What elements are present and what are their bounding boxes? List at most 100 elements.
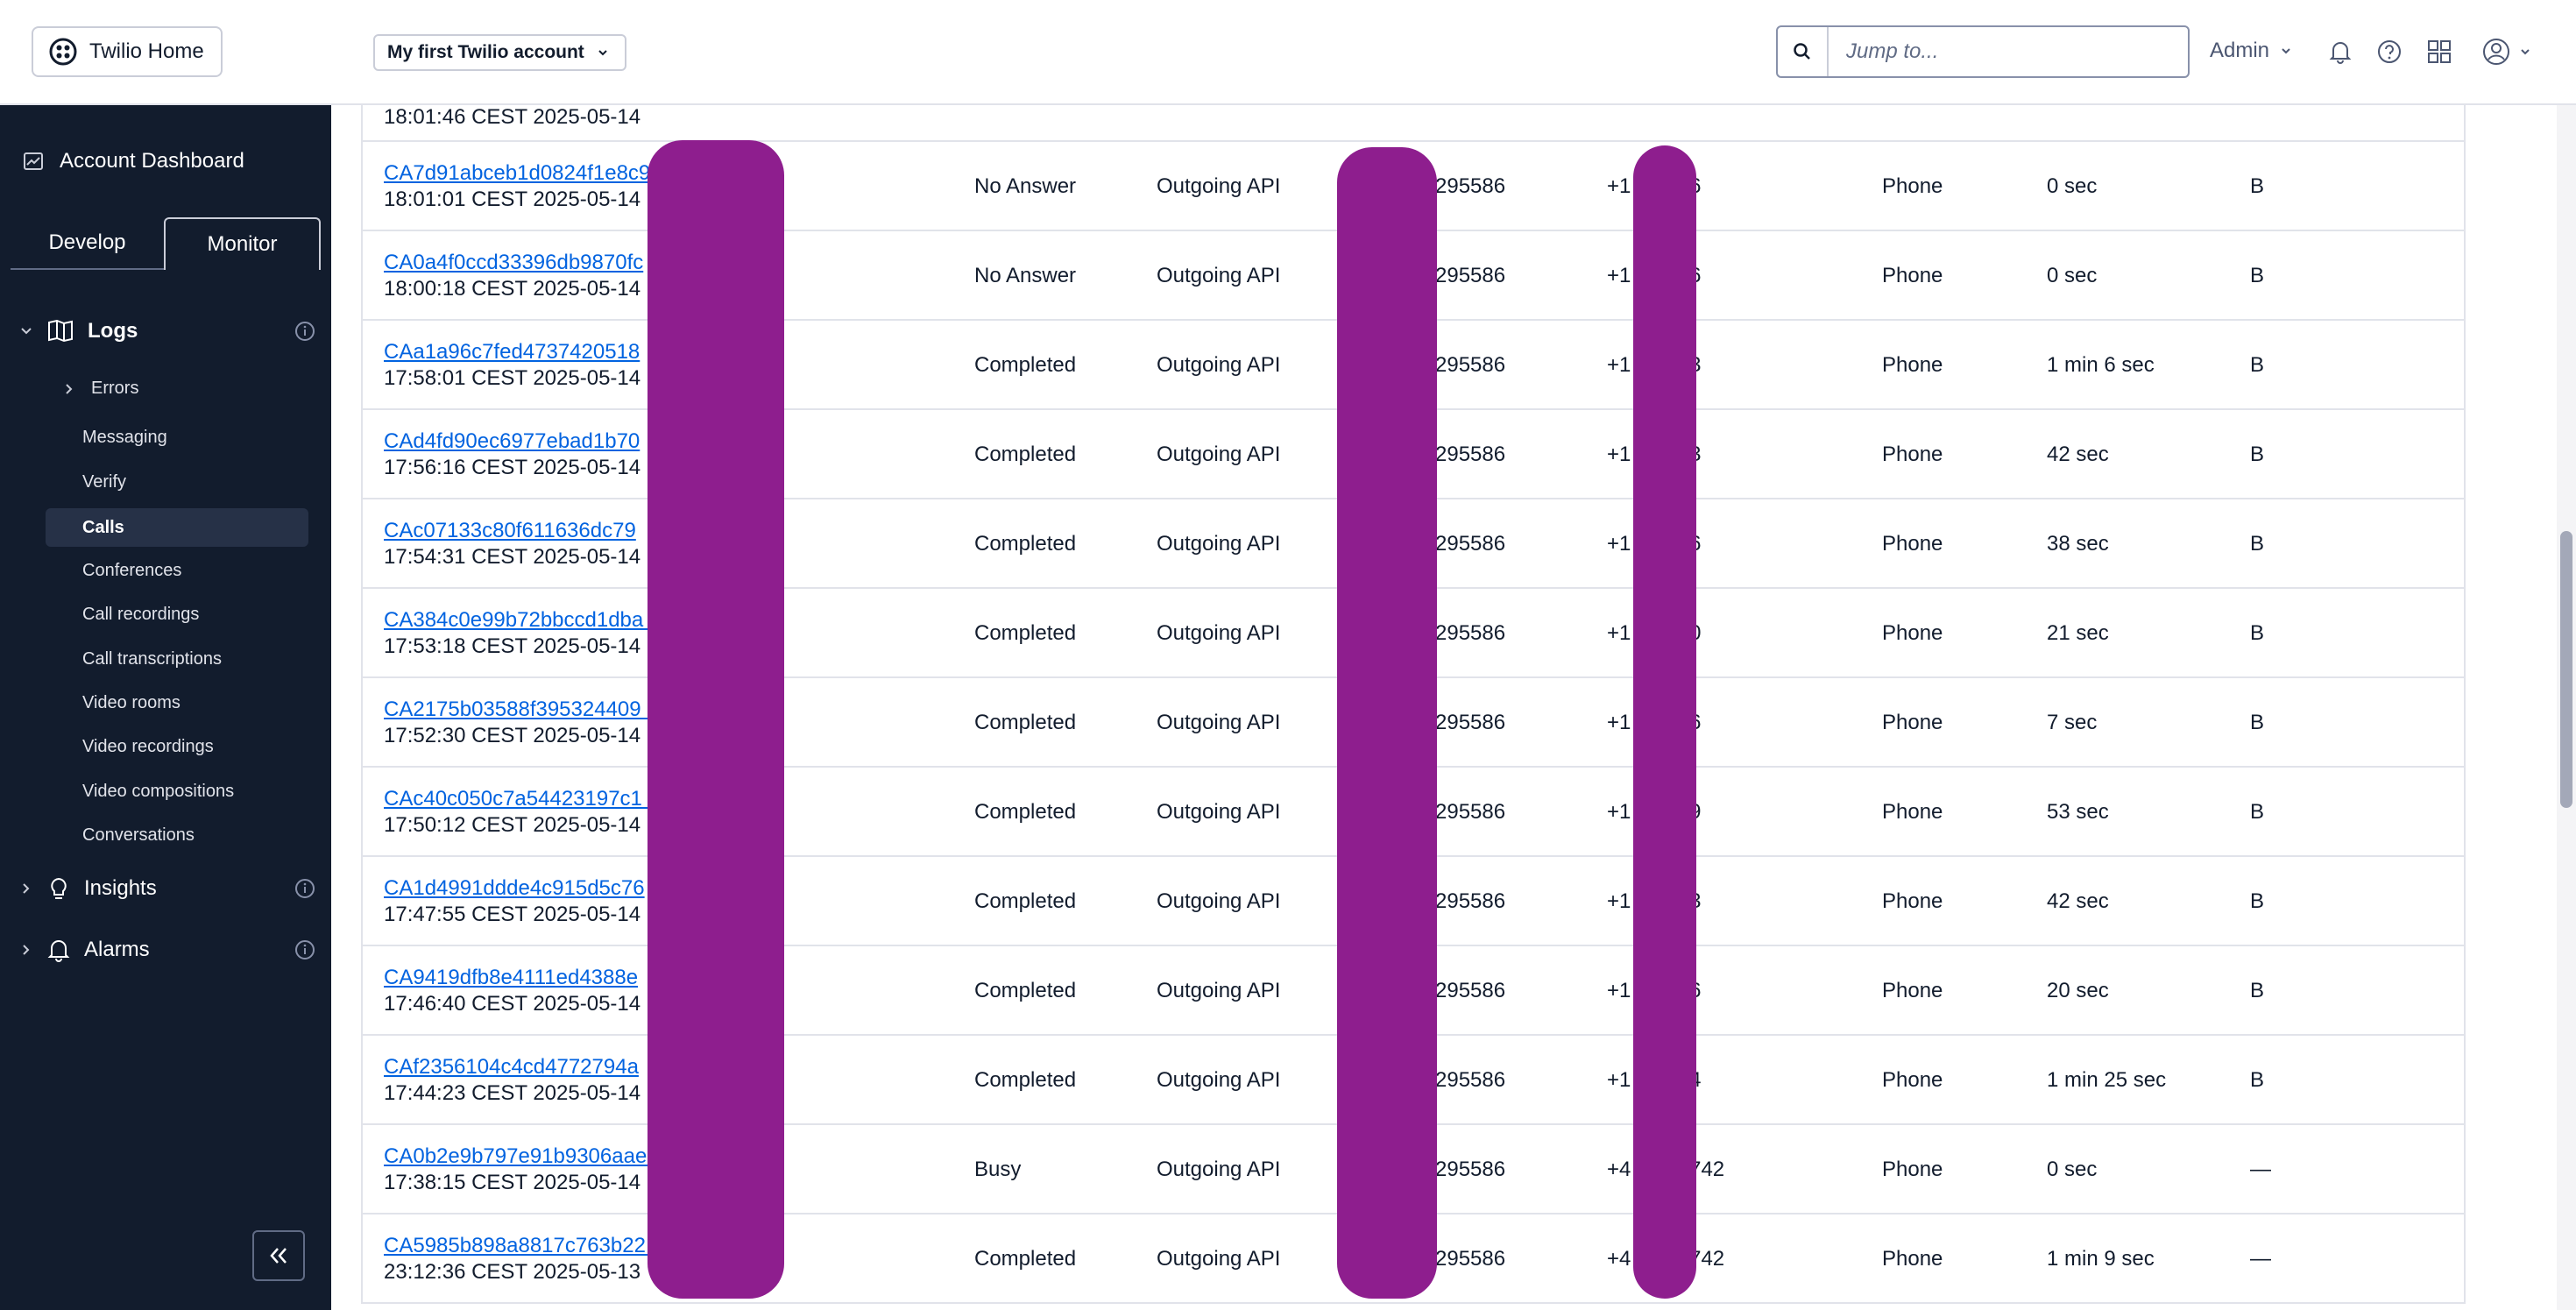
call-sid-link[interactable]: CA0a4f0ccd33396db9870fc <box>384 251 644 274</box>
call-status: Completed <box>974 621 1077 645</box>
double-chevron-left-icon <box>270 1248 287 1264</box>
sidebar-item-calls[interactable]: Calls <box>46 508 308 547</box>
sidebar-item-video-recordings[interactable]: Video recordings <box>82 737 214 756</box>
app-grid-icon[interactable] <box>2424 37 2454 67</box>
call-status: Completed <box>974 711 1077 734</box>
call-duration: 1 min 9 sec <box>2047 1247 2155 1271</box>
call-flag: B <box>2250 1068 2265 1092</box>
account-dashboard-link[interactable]: Account Dashboard <box>23 149 244 173</box>
call-start-time: 17:38:15 CEST 2025-05-14 <box>384 1171 641 1194</box>
top-bar: Twilio Home My first Twilio account Admi… <box>0 0 2576 105</box>
call-from: 295586 <box>1435 1158 1506 1181</box>
sidebar-section-insights[interactable]: Insights <box>0 876 331 901</box>
call-from: 295586 <box>1435 800 1506 824</box>
call-sid-link[interactable]: CA1d4991ddde4c915d5c76 <box>384 876 645 900</box>
scrollbar-thumb[interactable] <box>2560 531 2572 808</box>
sidebar-item-conferences[interactable]: Conferences <box>82 561 182 580</box>
call-sid-link[interactable]: CAd4fd90ec6977ebad1b70 <box>384 429 640 453</box>
chevron-right-icon <box>66 383 73 394</box>
call-start-time: 17:50:12 CEST 2025-05-14 <box>384 813 641 837</box>
call-status: Busy <box>974 1158 1022 1181</box>
chevron-down-icon <box>2282 48 2290 54</box>
bell-icon[interactable] <box>2325 37 2355 67</box>
call-from: 295586 <box>1435 711 1506 734</box>
info-icon[interactable] <box>294 939 315 960</box>
profile-menu[interactable] <box>2476 37 2537 67</box>
call-duration: 20 sec <box>2047 979 2109 1002</box>
account-label: My first Twilio account <box>387 42 584 62</box>
call-sid-link[interactable]: CA7d91abceb1d0824f1e8c9 <box>384 161 651 185</box>
call-status: Completed <box>974 889 1077 913</box>
tab-monitor[interactable]: Monitor <box>164 217 321 270</box>
sidebar-item-verify[interactable]: Verify <box>82 472 127 492</box>
call-type: Phone <box>1882 1068 1943 1092</box>
user-menu[interactable]: Admin <box>2210 39 2292 63</box>
call-duration: 21 sec <box>2047 621 2109 645</box>
help-icon[interactable] <box>2374 37 2404 67</box>
call-status: Completed <box>974 443 1077 466</box>
call-start-time: 23:12:36 CEST 2025-05-13 <box>384 1260 641 1284</box>
home-label: Twilio Home <box>89 39 204 63</box>
call-status: Completed <box>974 532 1077 556</box>
sidebar-section-alarms[interactable]: Alarms <box>0 938 331 962</box>
call-start-time: 17:52:30 CEST 2025-05-14 <box>384 724 641 747</box>
sidebar-section-logs[interactable]: Logs <box>0 319 331 343</box>
call-sid-link[interactable]: CAa1a96c7fed4737420518 <box>384 340 640 364</box>
sidebar: Account Dashboard Develop Monitor Logs E… <box>0 105 331 1310</box>
dashboard-icon <box>24 152 43 170</box>
info-icon[interactable] <box>294 878 315 899</box>
call-status: Completed <box>974 979 1077 1002</box>
call-type: Phone <box>1882 443 1943 466</box>
sidebar-item-messaging[interactable]: Messaging <box>82 428 167 447</box>
sidebar-item-call-recordings[interactable]: Call recordings <box>82 605 200 624</box>
twilio-home-button[interactable]: Twilio Home <box>32 26 223 77</box>
sidebar-item-call-transcriptions[interactable]: Call transcriptions <box>82 649 222 669</box>
call-duration: 38 sec <box>2047 532 2109 556</box>
table-row: 18:01:46 CEST 2025-05-14 <box>363 105 2464 142</box>
main-content: 18:01:46 CEST 2025-05-14 CA7d91abceb1d08… <box>331 105 2576 1310</box>
call-direction: Outgoing API <box>1157 711 1281 734</box>
call-sid-link[interactable]: CAc07133c80f611636dc79 <box>384 519 636 542</box>
sidebar-item-video-compositions[interactable]: Video compositions <box>82 782 235 801</box>
chevron-right-icon <box>23 945 30 955</box>
call-type: Phone <box>1882 174 1943 198</box>
sidebar-item-video-rooms[interactable]: Video rooms <box>82 693 180 712</box>
call-status: Completed <box>974 1068 1077 1092</box>
search-input[interactable] <box>1829 27 2188 76</box>
tab-develop[interactable]: Develop <box>11 217 164 270</box>
call-start-time: 18:00:18 CEST 2025-05-14 <box>384 277 641 301</box>
user-label: Admin <box>2210 39 2270 62</box>
sidebar-tabs: Develop Monitor <box>11 217 321 270</box>
call-start-time: 17:46:40 CEST 2025-05-14 <box>384 992 641 1016</box>
redaction-mark <box>1633 145 1696 1299</box>
call-duration: 42 sec <box>2047 443 2109 466</box>
errors-label: Errors <box>91 379 139 398</box>
call-duration: 7 sec <box>2047 711 2098 734</box>
scrollbar[interactable] <box>2557 105 2576 1310</box>
table-row[interactable]: CA9419dfb8e4111ed4388e 17:46:40 CEST 2025… <box>363 946 2464 1036</box>
call-direction: Outgoing API <box>1157 1247 1281 1271</box>
search-icon[interactable] <box>1778 27 1829 76</box>
call-sid-link[interactable]: CA9419dfb8e4111ed4388e <box>384 966 639 989</box>
call-flag: B <box>2250 711 2265 734</box>
call-duration: 42 sec <box>2047 889 2109 913</box>
call-start-time: 17:53:18 CEST 2025-05-14 <box>384 634 641 658</box>
table-row[interactable]: CA7d91abceb1d0824f1e8c9 18:01:01 CEST 202… <box>363 142 2464 231</box>
table-row[interactable]: CA5985b898a8817c763b22 7 23:12:36 CEST 20… <box>363 1214 2464 1304</box>
alarms-label: Alarms <box>84 938 150 961</box>
tab-label: Monitor <box>207 232 278 256</box>
call-start-time: 18:01:46 CEST 2025-05-14 <box>384 105 641 129</box>
account-selector[interactable]: My first Twilio account <box>373 34 626 71</box>
call-flag: B <box>2250 800 2265 824</box>
call-direction: Outgoing API <box>1157 1068 1281 1092</box>
sidebar-item-conversations[interactable]: Conversations <box>82 825 195 845</box>
call-status: No Answer <box>974 174 1077 198</box>
chevron-down-icon <box>2521 49 2530 55</box>
call-flag: — <box>2250 1158 2271 1181</box>
call-type: Phone <box>1882 264 1943 287</box>
sidebar-item-errors[interactable]: Errors <box>0 379 331 399</box>
collapse-sidebar-button[interactable] <box>252 1230 305 1281</box>
call-sid-link[interactable]: CAf2356104c4cd4772794a <box>384 1055 639 1079</box>
info-icon[interactable] <box>294 321 315 342</box>
table-row[interactable]: CAc07133c80f611636dc79 17:54:31 CEST 2025… <box>363 499 2464 589</box>
